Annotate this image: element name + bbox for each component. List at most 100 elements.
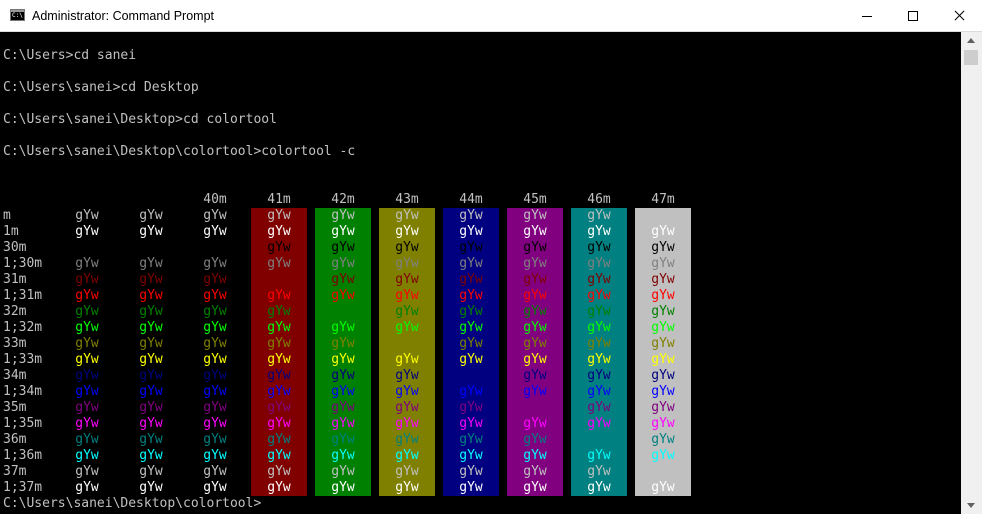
row-label: 1;35m [3,416,43,431]
maximize-button[interactable] [890,0,936,32]
column-header: 43m [395,192,419,207]
column-header: 41m [267,192,291,207]
column-header: 40m [203,192,227,207]
color-sample: gYw [587,272,611,287]
color-sample: gYw [267,336,291,351]
color-sample: gYw [651,384,675,399]
color-sample: gYw [459,480,483,495]
color-sample: gYw [203,464,227,479]
color-sample: gYw [395,256,419,271]
minimize-button[interactable] [844,0,890,32]
cmd-icon-label: C:\ [12,12,23,19]
row-label: 33m [3,336,27,351]
color-sample: gYw [139,208,163,223]
scroll-down-arrow-icon[interactable] [961,497,982,514]
title-bar[interactable]: C:\ Administrator: Command Prompt [0,0,982,32]
column-header: 42m [331,192,355,207]
color-sample: gYw [331,352,355,367]
background-swatch [443,208,499,496]
color-sample: gYw [139,384,163,399]
color-sample: gYw [587,224,611,239]
color-sample: gYw [395,384,419,399]
color-sample: gYw [267,288,291,303]
color-sample: gYw [395,352,419,367]
color-sample: gYw [139,464,163,479]
color-sample: gYw [331,368,355,383]
color-sample: gYw [331,304,355,319]
console-line: C:\Users\sanei\Desktop>cd colortool [3,112,277,127]
color-sample: gYw [203,240,227,255]
color-sample: gYw [75,224,99,239]
color-sample: gYw [331,416,355,431]
color-sample: gYw [331,432,355,447]
color-sample: gYw [459,208,483,223]
color-sample: gYw [651,304,675,319]
scroll-thumb[interactable] [964,50,978,65]
color-sample: gYw [75,400,99,415]
color-sample: gYw [459,256,483,271]
color-sample: gYw [459,368,483,383]
color-sample: gYw [267,224,291,239]
column-header: 45m [523,192,547,207]
console-line: C:\Users>cd sanei [3,48,137,63]
color-sample: gYw [331,208,355,223]
row-label: 1;37m [3,480,43,495]
row-label: 1;34m [3,384,43,399]
color-sample: gYw [395,400,419,415]
color-sample: gYw [331,384,355,399]
color-sample: gYw [203,368,227,383]
color-sample: gYw [331,480,355,495]
row-label: 31m [3,272,27,287]
color-sample: gYw [651,416,675,431]
cmd-icon[interactable]: C:\ [10,9,25,21]
color-sample: gYw [203,256,227,271]
row-label: 1;36m [3,448,43,463]
color-sample: gYw [75,208,99,223]
row-label: 32m [3,304,27,319]
color-sample: gYw [587,400,611,415]
color-sample: gYw [75,240,99,255]
color-sample: gYw [523,368,547,383]
color-sample: gYw [459,288,483,303]
color-sample: gYw [267,208,291,223]
color-sample: gYw [395,224,419,239]
color-sample: gYw [267,480,291,495]
scroll-up-arrow-icon[interactable] [961,32,982,49]
color-sample: gYw [267,400,291,415]
color-sample: gYw [75,304,99,319]
row-label: 34m [3,368,27,383]
color-sample: gYw [523,320,547,335]
color-sample: gYw [651,288,675,303]
color-sample: gYw [523,448,547,463]
color-sample: gYw [331,464,355,479]
color-sample: gYw [267,256,291,271]
color-sample: gYw [459,304,483,319]
color-sample: gYw [651,432,675,447]
console-output[interactable]: C:\Users>cd sanei C:\Users\sanei>cd Desk… [0,32,961,514]
color-sample: gYw [523,464,547,479]
color-sample: gYw [395,368,419,383]
color-sample: gYw [587,304,611,319]
color-sample: gYw [267,416,291,431]
color-sample: gYw [523,384,547,399]
color-sample: gYw [523,352,547,367]
close-button[interactable] [936,0,982,32]
color-sample: gYw [139,304,163,319]
color-sample: gYw [139,272,163,287]
color-sample: gYw [651,352,675,367]
color-sample: gYw [523,480,547,495]
color-sample: gYw [267,384,291,399]
color-sample: gYw [331,320,355,335]
color-sample: gYw [203,320,227,335]
color-sample: gYw [651,224,675,239]
color-sample: gYw [651,240,675,255]
command-prompt-line[interactable]: C:\Users\sanei\Desktop\colortool> [3,496,262,511]
console-line: C:\Users\sanei\Desktop\colortool>colorto… [3,144,356,159]
color-sample: gYw [139,400,163,415]
color-sample: gYw [139,368,163,383]
color-sample: gYw [331,336,355,351]
color-sample: gYw [587,448,611,463]
vertical-scrollbar[interactable] [961,32,982,514]
background-swatch [379,208,435,496]
